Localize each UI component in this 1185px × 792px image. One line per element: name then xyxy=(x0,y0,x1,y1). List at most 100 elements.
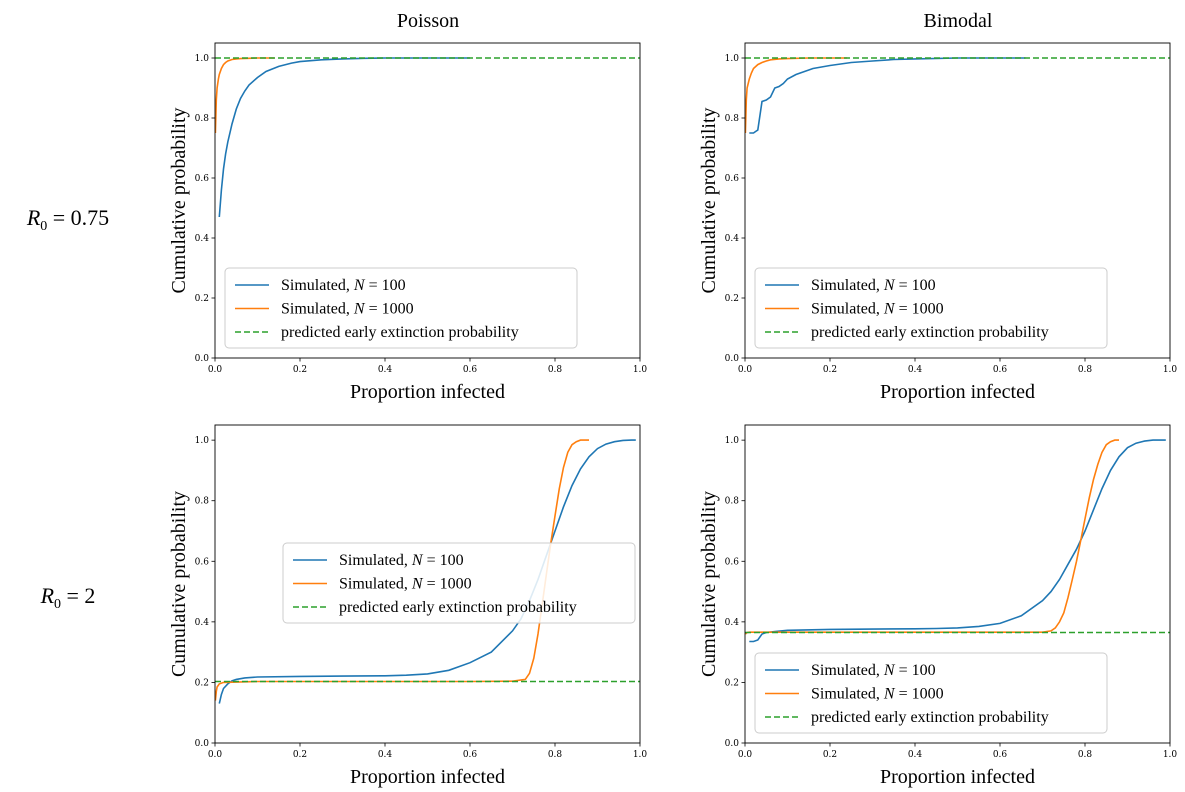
x-tick-label: 0.0 xyxy=(738,365,753,375)
axes-frame xyxy=(214,424,641,744)
x-tick-label: 1.0 xyxy=(633,750,648,760)
axes-frame xyxy=(744,42,1171,359)
y-tick-label: 0.6 xyxy=(725,557,740,567)
axes-frame xyxy=(214,42,641,359)
y-tick-label: 0.8 xyxy=(195,497,210,507)
x-tick-label: 0.8 xyxy=(1078,365,1093,375)
legend-label-suffix: = 1000 xyxy=(423,576,472,593)
y-axis-label: Cumulative probability xyxy=(698,107,720,293)
x-axis-label: Proportion infected xyxy=(350,381,505,403)
row-label-r0-2: R0 = 2 xyxy=(40,583,96,612)
legend-label-suffix: = 100 xyxy=(895,662,936,679)
column-title-poisson: Poisson xyxy=(397,10,459,32)
legend-label-n100: Simulated, N = 100 xyxy=(281,277,406,294)
x-tick-label: 0.2 xyxy=(293,750,307,760)
x-tick-label: 0.0 xyxy=(738,750,753,760)
x-tick-label: 0.4 xyxy=(378,365,393,375)
y-axis-label: Cumulative probability xyxy=(168,491,190,677)
y-tick-label: 1.0 xyxy=(725,54,740,64)
legend-label-variable: N xyxy=(411,552,424,569)
y-tick-label: 0.6 xyxy=(725,174,740,184)
x-axis-label: Proportion infected xyxy=(880,766,1035,788)
y-tick-label: 0.0 xyxy=(195,739,210,749)
panel-3: 0.0 0.2 0.4 0.6 0.8 1.0 0.0 0.2 0.4 0.6 0.8 1.0 Prop… xyxy=(168,424,648,788)
panel-1: 0.0 0.2 0.4 0.6 0.8 1.0 0.0 0.2 0.4 0.6 0.8 1.0 Prop… xyxy=(168,42,648,403)
legend-label-prefix: Simulated, xyxy=(339,576,412,593)
x-tick-label: 0.6 xyxy=(463,365,478,375)
series-line-n100 xyxy=(218,439,636,704)
legend-label-prefix: Simulated, xyxy=(339,552,412,569)
x-axis-label: Proportion infected xyxy=(880,381,1035,403)
legend-label-prefix: Simulated, xyxy=(811,277,884,294)
legend-label-variable: N xyxy=(353,277,366,294)
legend-label-n100: Simulated, N = 100 xyxy=(339,552,464,569)
row-label-r0-075: R0 = 0.75 xyxy=(26,205,109,234)
legend-label-prefix: predicted early extinction probability xyxy=(339,599,577,616)
y-tick-label: 0.0 xyxy=(725,354,740,364)
y-axis-label: Cumulative probability xyxy=(168,107,190,293)
legend-label-prefix: Simulated, xyxy=(281,301,354,318)
legend-label-n1000: Simulated, N = 1000 xyxy=(339,576,472,593)
legend-label-n1000: Simulated, N = 1000 xyxy=(281,301,414,318)
row-label-subscript: 0 xyxy=(40,219,47,234)
series-line-n1000 xyxy=(745,57,847,134)
x-tick-label: 0.2 xyxy=(823,365,837,375)
legend-label-prefix: Simulated, xyxy=(811,301,884,318)
legend-label-prefix: Simulated, xyxy=(281,277,354,294)
legend-label-n1000: Simulated, N = 1000 xyxy=(811,686,944,703)
y-tick-label: 0.4 xyxy=(725,234,740,244)
x-tick-label: 1.0 xyxy=(1163,365,1178,375)
y-tick-label: 0.8 xyxy=(195,114,210,124)
y-tick-label: 0.6 xyxy=(195,557,210,567)
legend-box xyxy=(282,542,636,624)
x-tick-label: 0.0 xyxy=(208,365,223,375)
y-tick-label: 1.0 xyxy=(195,54,210,64)
x-tick-label: 1.0 xyxy=(633,365,648,375)
series-line-n100 xyxy=(749,57,1026,134)
legend-label-suffix: = 1000 xyxy=(895,301,944,318)
x-tick-label: 0.2 xyxy=(293,365,307,375)
legend-label-prefix: Simulated, xyxy=(811,662,884,679)
y-tick-label: 0.8 xyxy=(725,497,740,507)
y-tick-label: 0.2 xyxy=(195,294,209,304)
legend-label-variable: N xyxy=(883,277,896,294)
series-line-n1000 xyxy=(215,57,275,134)
legend-label-variable: N xyxy=(883,662,896,679)
x-tick-label: 0.8 xyxy=(1078,750,1093,760)
legend-label-predicted: predicted early extinction probability xyxy=(811,709,1049,726)
y-tick-label: 1.0 xyxy=(725,436,740,446)
series-line-n1000 xyxy=(745,439,1119,635)
x-tick-label: 0.6 xyxy=(993,365,1008,375)
row-label-value: = 2 xyxy=(61,583,95,608)
legend-label-prefix: predicted early extinction probability xyxy=(811,709,1049,726)
legend-box xyxy=(224,267,578,349)
y-tick-label: 1.0 xyxy=(195,436,210,446)
legend-box xyxy=(754,652,1108,734)
legend-label-suffix: = 1000 xyxy=(365,301,414,318)
panel-4: 0.0 0.2 0.4 0.6 0.8 1.0 0.0 0.2 0.4 0.6 0.8 1.0 Prop… xyxy=(698,424,1177,788)
y-tick-label: 0.0 xyxy=(195,354,210,364)
panel-2: 0.0 0.2 0.4 0.6 0.8 1.0 0.0 0.2 0.4 0.6 0.8 1.0 Prop… xyxy=(698,42,1178,403)
series-line-n100 xyxy=(218,57,470,218)
legend-label-variable: N xyxy=(411,576,424,593)
legend-label-predicted: predicted early extinction probability xyxy=(339,599,577,616)
legend-label-n100: Simulated, N = 100 xyxy=(811,277,936,294)
y-tick-label: 0.2 xyxy=(725,294,739,304)
panels: 0.0 0.2 0.4 0.6 0.8 1.0 0.0 0.2 0.4 0.6 0.8 1.0 Prop… xyxy=(168,42,1178,788)
y-tick-label: 0.4 xyxy=(195,234,210,244)
x-tick-label: 0.0 xyxy=(208,750,223,760)
y-tick-label: 0.0 xyxy=(725,739,740,749)
series-line-n100 xyxy=(749,439,1166,643)
legend-label-variable: N xyxy=(353,301,366,318)
legend-label-n1000: Simulated, N = 1000 xyxy=(811,301,944,318)
x-tick-label: 0.4 xyxy=(908,750,923,760)
legend-label-suffix: = 100 xyxy=(365,277,406,294)
x-tick-label: 0.6 xyxy=(993,750,1008,760)
legend-label-variable: N xyxy=(883,301,896,318)
x-tick-label: 0.2 xyxy=(823,750,837,760)
row-label-value: = 0.75 xyxy=(47,205,109,230)
